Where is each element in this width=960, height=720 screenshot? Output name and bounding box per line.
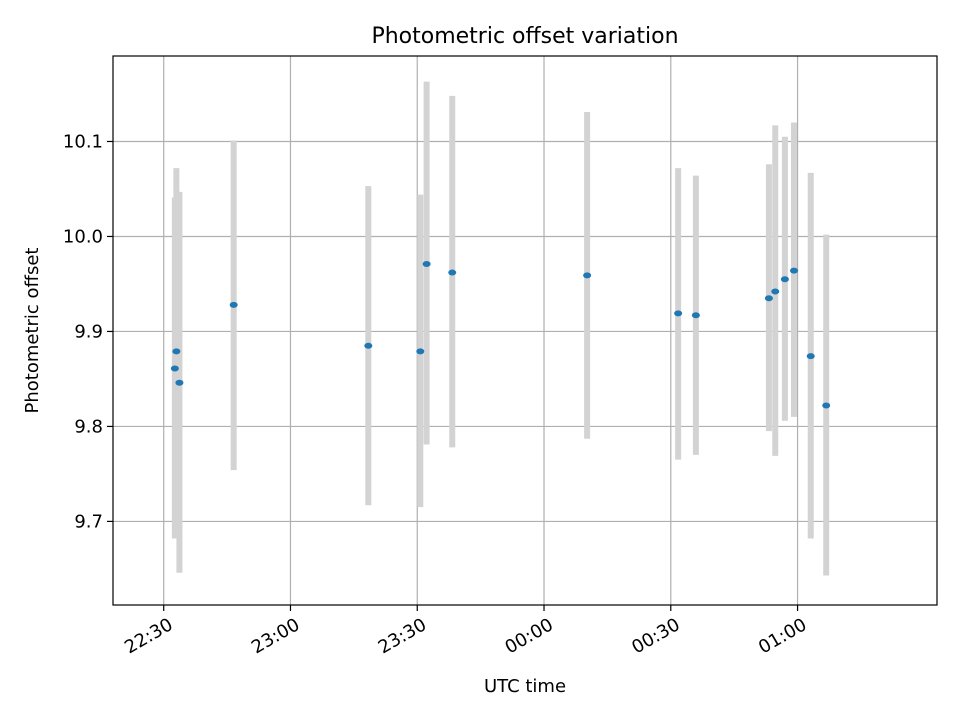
plot-area [113, 56, 937, 605]
data-point [416, 348, 425, 355]
chart-title: Photometric offset variation [371, 24, 678, 49]
data-point [780, 276, 789, 283]
data-point [691, 312, 700, 319]
y-axis-label: Photometric offset [22, 248, 43, 414]
data-point [822, 402, 831, 409]
data-point [790, 267, 799, 274]
y-tick-label: 10.1 [63, 131, 103, 152]
data-point [771, 288, 780, 295]
y-tick-label: 9.7 [74, 511, 103, 532]
data-point [175, 379, 184, 386]
data-point [170, 365, 179, 372]
data-point [364, 342, 373, 349]
y-axis-ticks: 9.7 9.8 9.9 10.0 10.1 [63, 131, 113, 532]
y-tick-label: 9.8 [74, 416, 103, 437]
plot-frame [112, 55, 938, 606]
grid-lines [113, 56, 937, 605]
data-point [806, 353, 815, 360]
data-point [172, 348, 181, 355]
data-point [764, 295, 773, 302]
y-tick-label: 9.9 [74, 321, 103, 342]
data-point [448, 269, 457, 276]
data-point [583, 272, 592, 279]
data-point [229, 301, 238, 308]
y-tick-label: 10.0 [63, 226, 103, 247]
data-point [674, 310, 683, 317]
x-axis-label: UTC time [484, 676, 566, 697]
data-points [170, 261, 831, 409]
data-point [422, 261, 431, 268]
